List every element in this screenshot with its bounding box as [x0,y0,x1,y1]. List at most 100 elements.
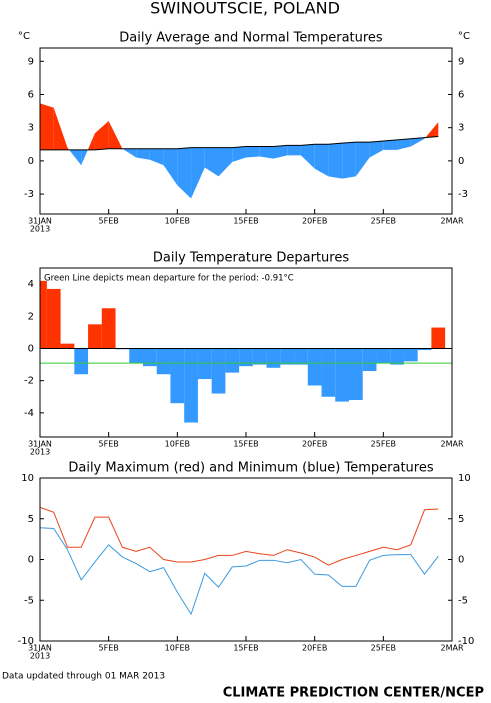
y2-tick-label: -5 [458,595,468,606]
x-tick-label: 2MAR [440,644,463,653]
y-tick-label: 2 [28,311,34,322]
bar [197,348,212,380]
y2-tick-label: 9 [458,56,464,67]
x-tick-label: 25FEB [371,217,396,226]
departure-area [300,144,315,169]
x-tick-label: 15FEB [233,440,258,449]
update-note: Data updated through 01 MAR 2013 [2,672,165,682]
departure-area [81,149,88,166]
departure-area [177,147,192,199]
y-tick-label: -4 [24,408,34,419]
x-tick-label: 2MAR [440,440,463,449]
y-tick-label: 10 [21,473,34,484]
departure-area [53,107,68,150]
departure-area [149,148,164,166]
plot-frame [39,47,453,215]
departure-area [218,147,233,177]
y-tick-label: 0 [28,156,34,167]
x-tick-label: 31JAN [28,440,52,449]
panel-title: Daily Maximum (red) and Minimum (blue) T… [68,461,433,476]
y-tick-label: -3 [24,189,34,200]
bar [294,348,308,365]
y-tick-label: 3 [28,123,34,134]
y-tick-label: 0 [28,343,34,354]
bar [431,327,446,349]
x-tick-label: 5FEB [99,217,119,226]
departure-area [94,121,109,150]
x-tick-label: 15FEB [233,644,258,653]
annotation: Green Line depicts mean departure for th… [44,274,294,284]
y2-tick-label: 5 [458,514,464,525]
bar [40,280,47,349]
departure-area [328,143,343,179]
bar [170,348,185,404]
x-year-label: 2013 [30,652,50,661]
x-tick-label: 10FEB [165,440,190,449]
departure-area [163,148,178,186]
y-tick-label: 5 [28,514,34,525]
x-tick-label: 31JAN [28,217,52,226]
departure-area [259,146,274,159]
normal-line [40,136,439,151]
departure-area [369,140,384,158]
bar [184,348,198,423]
y-tick-label: 9 [28,56,34,67]
page-title: SWINOUTSCIE, POLAND [150,0,340,18]
bar [156,348,171,375]
bar [390,348,404,365]
bar [403,348,418,362]
bar [101,308,116,349]
bar [266,348,281,368]
bar [143,348,157,367]
bar [376,348,391,363]
departure-area [87,133,95,150]
x-tick-label: 31JAN [28,644,52,653]
departure-area [342,142,356,179]
bar [321,348,336,397]
x-tick-label: 20FEB [302,217,327,226]
plot-frame [39,477,453,642]
bar [335,348,349,402]
y-unit: °C [18,31,30,42]
y2-tick-label: 0 [458,555,464,566]
departure-area [383,139,398,150]
y2-tick-label: 0 [458,156,464,167]
x-year-label: 2013 [30,448,50,457]
departure-area [204,147,219,177]
departure-area [136,148,150,160]
y-tick-label: 6 [28,89,34,100]
x-tick-label: 5FEB [99,440,119,449]
bar [307,348,322,386]
bar [362,348,377,372]
bar [417,348,432,351]
departure-area [246,146,260,158]
y2-tick-label: 6 [458,89,464,100]
bar [211,348,226,394]
departure-area [122,148,137,158]
y2-tick-label: -10 [458,636,474,647]
bar [349,348,363,400]
y2-tick-label: -3 [458,189,468,200]
departure-area [287,145,301,156]
bar [252,348,267,365]
departure-area [410,137,425,147]
departure-area [232,146,246,162]
panel-title: Daily Average and Normal Temperatures [119,31,383,46]
x-tick-label: 2MAR [440,217,463,226]
departure-area [273,145,288,159]
panel-title: Daily Temperature Departures [153,251,349,266]
x-tick-label: 15FEB [233,217,258,226]
y-tick-label: 0 [28,555,34,566]
y2-tick-label: 10 [458,473,471,484]
bar [74,348,89,375]
bar [88,324,102,349]
bar [129,348,143,363]
x-year-label: 2013 [30,225,50,234]
credit: CLIMATE PREDICTION CENTER/NCEP [223,686,484,701]
series-line [39,527,439,616]
x-tick-label: 25FEB [371,440,396,449]
x-tick-label: 25FEB [371,644,396,653]
y-tick-label: -5 [24,595,34,606]
y-unit: °C [458,31,470,42]
